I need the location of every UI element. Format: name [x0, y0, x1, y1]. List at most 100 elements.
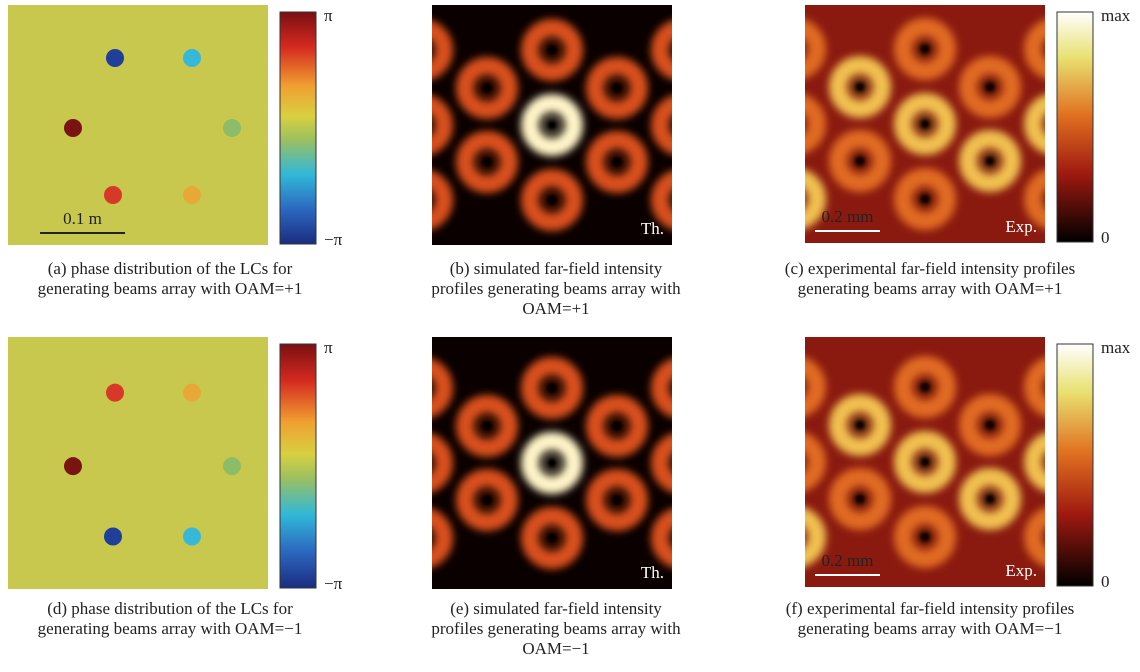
- ring-core: [544, 117, 560, 133]
- colorbar: [280, 12, 316, 244]
- colorbar-bottom: −π: [324, 574, 343, 593]
- ring: [660, 28, 704, 72]
- lc-dot: [223, 457, 241, 475]
- caption-line: generating beams array with OAM=+1: [798, 279, 1063, 298]
- ring-core: [414, 530, 430, 546]
- intensity-map: [773, 5, 1077, 243]
- ring-core: [917, 116, 933, 132]
- ring-core: [609, 154, 625, 170]
- caption-line: generating beams array with OAM=−1: [798, 619, 1063, 638]
- colorbar-top: π: [324, 6, 333, 25]
- ring: [400, 28, 444, 72]
- caption-line: OAM=−1: [522, 639, 589, 658]
- ring-core: [479, 80, 495, 96]
- ring-core: [982, 79, 998, 95]
- ring: [400, 103, 444, 147]
- ring-core: [414, 192, 430, 208]
- ring-core: [674, 192, 690, 208]
- colorbar-top: π: [324, 338, 333, 357]
- ring-core: [917, 454, 933, 470]
- ring-core: [414, 42, 430, 58]
- ring: [660, 103, 704, 147]
- caption-line: (c) experimental far-field intensity pro…: [785, 259, 1075, 278]
- intensity-map: [400, 5, 704, 245]
- lc-dot: [183, 186, 201, 204]
- colorbar: [1057, 12, 1093, 242]
- ring: [660, 516, 704, 560]
- lc-dot: [183, 49, 201, 67]
- caption-line: (b) simulated far-field intensity: [450, 259, 663, 278]
- panel-tag: Th.: [641, 219, 664, 238]
- lc-dot: [106, 49, 124, 67]
- ring-core: [982, 153, 998, 169]
- ring-core: [917, 379, 933, 395]
- ring-core: [609, 492, 625, 508]
- panel: Th. (b) simulated far-field intensityprof…: [400, 5, 704, 318]
- ring-core: [414, 455, 430, 471]
- ring: [660, 366, 704, 410]
- panel: max 0 0.2 mm Exp. (c) experimental far-field…: [773, 5, 1131, 298]
- caption-line: generating beams array with OAM=+1: [38, 279, 303, 298]
- panel: Th.(e) simulated far-field intensityprof…: [400, 337, 704, 658]
- caption-line: generating beams array with OAM=−1: [38, 619, 303, 638]
- ring-core: [674, 455, 690, 471]
- ring-core: [544, 530, 560, 546]
- panel: π −π (d) phase distribution of the LCs for…: [8, 337, 343, 638]
- ring-core: [544, 42, 560, 58]
- ring-core: [852, 417, 868, 433]
- panel-tag: Exp.: [1005, 217, 1037, 236]
- rings: [773, 365, 1077, 559]
- lc-dot: [106, 384, 124, 402]
- ring-core: [787, 379, 803, 395]
- ring: [400, 178, 444, 222]
- ring-core: [674, 530, 690, 546]
- ring-core: [787, 41, 803, 57]
- intensity-map: [773, 337, 1077, 587]
- scale-bar-label: 0.2 mm: [822, 207, 874, 226]
- lc-dot: [183, 384, 201, 402]
- ring-core: [917, 191, 933, 207]
- ring-core: [609, 418, 625, 434]
- lc-dot: [104, 186, 122, 204]
- colorbar-bottom: 0: [1101, 228, 1110, 247]
- rings: [773, 27, 1077, 221]
- colorbar-top: max: [1101, 338, 1131, 357]
- ring: [773, 515, 817, 559]
- ring-core: [544, 455, 560, 471]
- colorbar-bottom: −π: [324, 230, 343, 249]
- panel-tag: Th.: [641, 563, 664, 582]
- lc-dot: [104, 528, 122, 546]
- ring-core: [674, 42, 690, 58]
- ring: [773, 27, 817, 71]
- caption-line: profiles generating beams array with: [431, 279, 681, 298]
- ring: [773, 177, 817, 221]
- ring-core: [787, 454, 803, 470]
- ring-core: [674, 380, 690, 396]
- ring-core: [787, 191, 803, 207]
- ring: [660, 178, 704, 222]
- ring: [773, 440, 817, 484]
- ring: [773, 102, 817, 146]
- rings: [400, 366, 704, 560]
- intensity-map: [400, 337, 704, 589]
- figure: π−π0.1 m(a) phase distribution of the LC…: [0, 0, 1140, 672]
- lc-dot: [183, 528, 201, 546]
- ring: [400, 441, 444, 485]
- colorbar: [280, 344, 316, 588]
- ring: [400, 366, 444, 410]
- lc-dot: [64, 119, 82, 137]
- ring-core: [414, 380, 430, 396]
- ring-core: [982, 491, 998, 507]
- ring-core: [544, 192, 560, 208]
- colorbar-bottom: 0: [1101, 572, 1110, 591]
- ring-core: [917, 41, 933, 57]
- colorbar-top: max: [1101, 6, 1131, 25]
- ring-core: [414, 117, 430, 133]
- caption-line: (e) simulated far-field intensity: [450, 599, 662, 618]
- ring-core: [852, 491, 868, 507]
- caption-line: (d) phase distribution of the LCs for: [47, 599, 293, 618]
- scale-bar-label: 0.1 m: [63, 209, 102, 228]
- lc-dot: [64, 457, 82, 475]
- ring-core: [609, 80, 625, 96]
